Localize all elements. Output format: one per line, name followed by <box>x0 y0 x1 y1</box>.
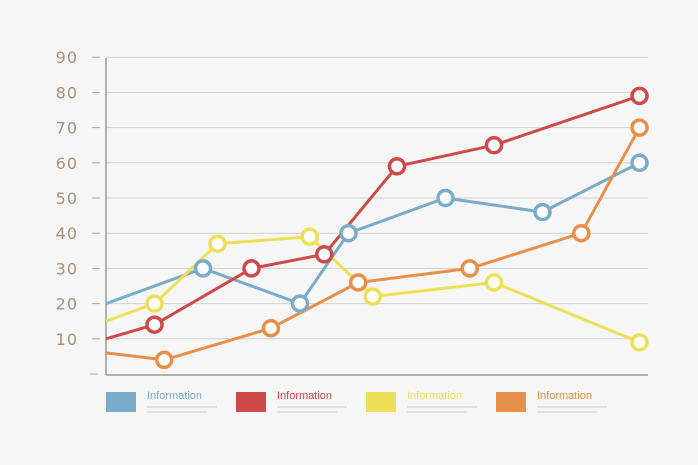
data-point <box>315 245 334 264</box>
data-point <box>145 294 164 313</box>
series-markers <box>145 86 649 370</box>
data-point <box>242 259 261 278</box>
data-point <box>387 157 407 176</box>
data-point <box>484 135 504 155</box>
legend-placeholder-text <box>407 403 477 413</box>
data-point <box>630 86 649 106</box>
data-point <box>261 318 281 338</box>
legend-placeholder-text <box>277 403 347 413</box>
legend-placeholder-text <box>537 403 607 413</box>
y-tick-label: 20 <box>56 295 78 314</box>
legend-swatch <box>106 392 136 412</box>
data-point <box>630 333 649 352</box>
data-point <box>193 259 213 278</box>
data-point <box>208 234 227 254</box>
legend-swatch <box>366 392 396 412</box>
legend-swatch <box>236 392 266 412</box>
data-point <box>300 227 319 246</box>
data-point <box>436 188 455 208</box>
legend-label: Information <box>277 390 333 402</box>
legend-swatch <box>496 392 526 412</box>
data-point <box>533 202 552 222</box>
series-lines <box>105 94 641 362</box>
data-point <box>363 287 382 306</box>
y-tick-label: 80 <box>56 83 78 102</box>
y-tick-label: 60 <box>56 154 78 173</box>
legend-label: Information <box>537 390 593 402</box>
data-point <box>484 273 504 292</box>
data-point <box>630 118 649 137</box>
data-point <box>145 315 164 334</box>
y-tick-label: 70 <box>56 119 78 138</box>
data-point <box>348 273 368 292</box>
data-point <box>339 223 358 243</box>
y-axis-ticks: 10 20 30 40 50 60 70 80 90 <box>56 48 100 375</box>
legend-placeholder-text <box>147 403 217 413</box>
y-tick-label: 10 <box>56 330 78 349</box>
data-point <box>290 294 310 313</box>
legend-label: Information <box>147 390 203 402</box>
y-tick-label: 50 <box>56 189 78 208</box>
y-tick-label: 40 <box>56 224 78 243</box>
y-tick-label: 90 <box>56 48 78 67</box>
data-point <box>572 223 591 243</box>
data-point <box>154 350 174 370</box>
legend-label: Information <box>407 390 463 402</box>
data-point <box>460 259 479 278</box>
data-point <box>630 153 649 173</box>
y-tick-label: 30 <box>56 259 78 278</box>
